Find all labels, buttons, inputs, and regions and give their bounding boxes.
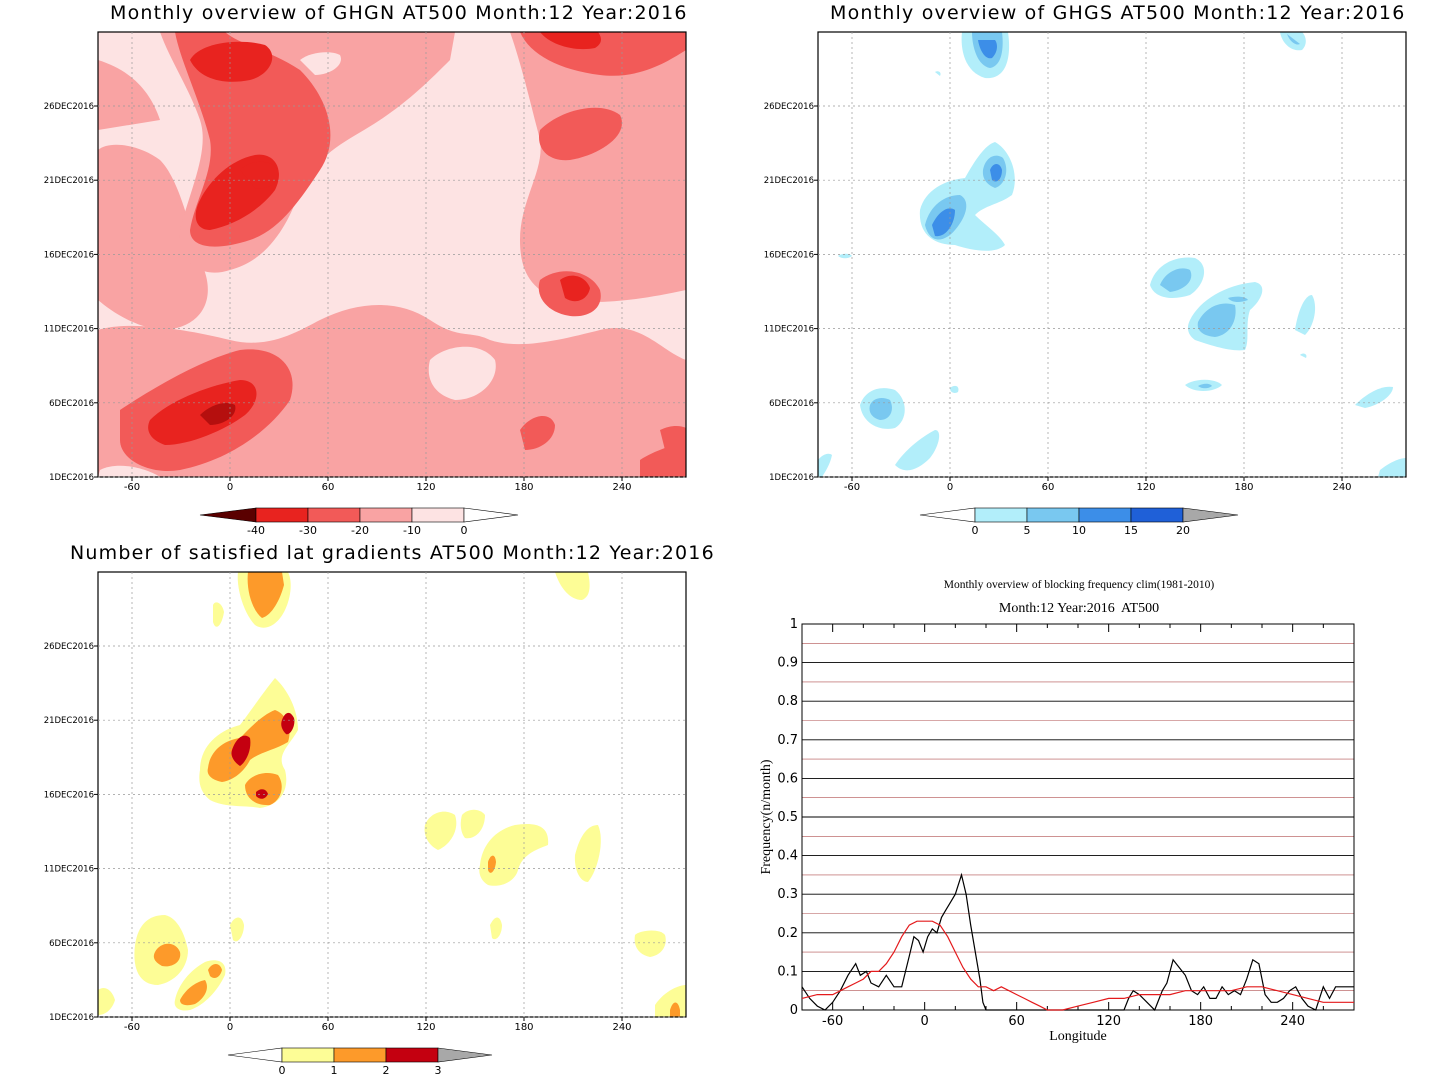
ghgn-colorbar: -40 -30 -20 -10 0 [199, 507, 519, 537]
ghgs-axes: -60 0 60 120 180 240 26DEC2016 21DEC2016 16DEC20… [764, 102, 1352, 493]
y-tick-label: 16DEC2016 [44, 790, 94, 800]
colorbar-label: -20 [351, 524, 369, 537]
lat-gradients-plot [97, 571, 687, 1018]
x-tick-label: 0 [921, 1014, 929, 1029]
ghgn-axes: -60 0 60 120 180 240 26DEC2016 21DEC2016 16DEC20… [44, 102, 632, 493]
x-tick-label: 240 [1280, 1014, 1305, 1029]
x-tick-label: 0 [947, 482, 953, 493]
title-ghgn: Monthly overview of GHGN AT500 Month:12 … [110, 2, 688, 24]
y-tick-label: 26DEC2016 [44, 102, 94, 112]
x-tick-label: 60 [1008, 1014, 1025, 1029]
y-tick-label: 26DEC2016 [44, 642, 94, 652]
x-tick-label: 180 [1234, 482, 1253, 493]
y-tick-label: 16DEC2016 [44, 250, 94, 260]
y-tick-label: 0.6 [777, 771, 798, 786]
title-lat-gradients: Number of satisfied lat gradients AT500 … [70, 542, 715, 564]
y-tick-label: 11DEC2016 [44, 865, 94, 875]
x-tick-label: 240 [1332, 482, 1351, 493]
series-line-red [801, 920, 1354, 1011]
x-tick-label: -60 [124, 482, 140, 493]
colorbar-label: -30 [299, 524, 317, 537]
ghgn-plot [97, 31, 687, 478]
y-tick-label: 21DEC2016 [764, 176, 814, 186]
y-tick-label: 6DEC2016 [49, 939, 94, 949]
y-tick-label: 0.9 [777, 656, 798, 671]
title-ghgs: Monthly overview of GHGS AT500 Month:12 … [830, 2, 1406, 24]
x-tick-label: 0 [227, 482, 233, 493]
y-tick-label: 6DEC2016 [49, 399, 94, 409]
line-chart-xlabel: Longitude [1049, 1029, 1107, 1044]
colorbar-label: 20 [1176, 524, 1190, 537]
x-tick-label: 120 [416, 482, 435, 493]
y-tick-label: 6DEC2016 [769, 399, 814, 409]
y-tick-label: 0.7 [777, 733, 798, 748]
colorbar-label: 5 [1024, 524, 1031, 537]
y-tick-label: 0.4 [777, 849, 798, 864]
x-tick-label: -60 [124, 1022, 140, 1033]
x-tick-label: 60 [322, 482, 335, 493]
line-chart-ylabel: Frequency(n/month) [759, 759, 774, 874]
x-tick-label: -60 [822, 1014, 843, 1029]
colorbar-label: 10 [1072, 524, 1086, 537]
colorbar-label: 0 [461, 524, 468, 537]
y-tick-label: 1DEC2016 [49, 1013, 94, 1023]
ghgs-colorbar: 0 5 10 15 20 [919, 507, 1239, 537]
x-tick-label: 120 [1096, 1014, 1121, 1029]
line-chart-title: Monthly overview of blocking frequency c… [944, 579, 1215, 591]
y-tick-label: 1DEC2016 [49, 473, 94, 483]
x-tick-label: 180 [1188, 1014, 1213, 1029]
lat-gradients-axes: -60 0 60 120 180 240 26DEC2016 21DEC2016 16DEC20… [44, 642, 632, 1033]
y-tick-label: 0.8 [777, 694, 798, 709]
line-chart-subtitle: Month:12 Year:2016 AT500 [999, 601, 1159, 616]
y-tick-label: 21DEC2016 [44, 716, 94, 726]
colorbar-label: -40 [247, 524, 265, 537]
y-tick-label: 0.5 [777, 810, 798, 825]
colorbar-label: 0 [279, 1064, 286, 1077]
y-tick-label: 16DEC2016 [764, 250, 814, 260]
x-tick-label: 120 [1136, 482, 1155, 493]
x-tick-label: 240 [612, 482, 631, 493]
y-tick-label: 11DEC2016 [44, 325, 94, 335]
y-tick-label: 0.2 [777, 926, 798, 941]
x-tick-label: 180 [514, 482, 533, 493]
lat-gradients-colorbar: 0 1 2 3 [227, 1047, 493, 1077]
colorbar-label: 1 [331, 1064, 338, 1077]
colorbar-label: 0 [972, 524, 979, 537]
colorbar-label: 3 [435, 1064, 442, 1077]
x-tick-label: 0 [227, 1022, 233, 1033]
colorbar-label: 2 [383, 1064, 390, 1077]
x-tick-label: -60 [844, 482, 860, 493]
y-tick-label: 21DEC2016 [44, 176, 94, 186]
y-tick-label: 26DEC2016 [764, 102, 814, 112]
x-tick-label: 180 [514, 1022, 533, 1033]
y-tick-label: 1 [790, 617, 798, 632]
blocking-frequency-chart: Monthly overview of blocking frequency c… [759, 579, 1355, 1044]
y-tick-label: 11DEC2016 [764, 325, 814, 335]
colorbar-label: 15 [1124, 524, 1138, 537]
y-tick-label: 1DEC2016 [769, 473, 814, 483]
x-tick-label: 240 [612, 1022, 631, 1033]
x-tick-label: 60 [1042, 482, 1055, 493]
y-tick-label: 0 [790, 1003, 798, 1018]
x-tick-label: 60 [322, 1022, 335, 1033]
series-line-black [801, 872, 1354, 1012]
y-tick-label: 0.1 [777, 964, 798, 979]
colorbar-label: -10 [403, 524, 421, 537]
x-tick-label: 120 [416, 1022, 435, 1033]
ghgs-plot [817, 31, 1407, 478]
y-tick-label: 0.3 [777, 887, 798, 902]
